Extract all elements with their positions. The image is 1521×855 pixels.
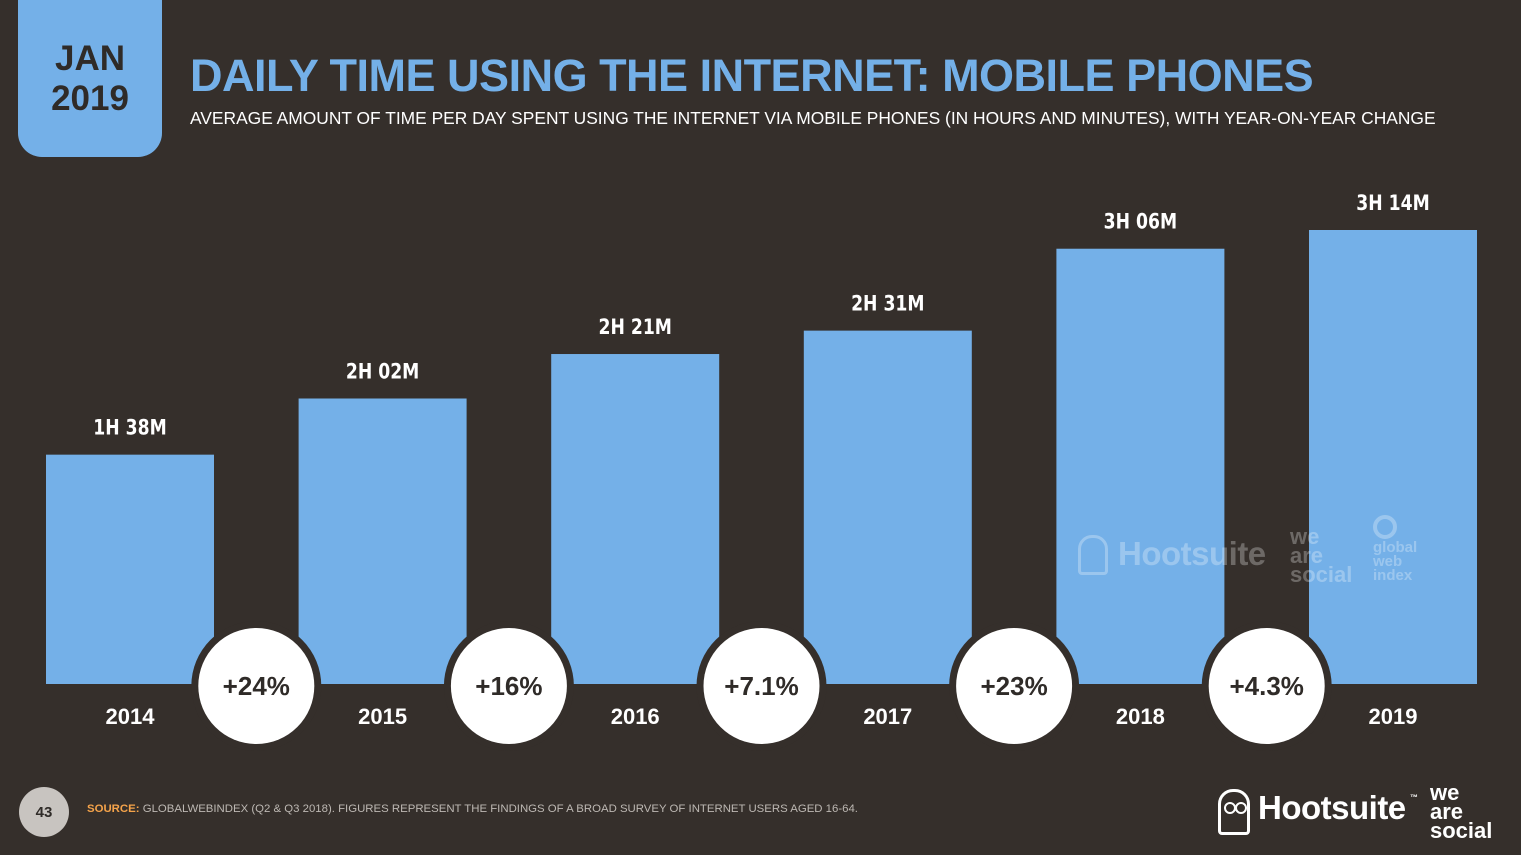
category-label: 2015 (358, 704, 407, 729)
change-bubble (450, 628, 567, 744)
page-number: 43 (19, 787, 69, 837)
footer-hootsuite: Hootsuite (1258, 789, 1406, 826)
change-bubble (198, 628, 315, 744)
change-label: +24% (223, 671, 290, 701)
page-subtitle: AVERAGE AMOUNT OF TIME PER DAY SPENT USI… (190, 108, 1436, 128)
category-label: 2018 (1116, 704, 1165, 729)
source-text: GLOBALWEBINDEX (Q2 & Q3 2018). FIGURES R… (142, 803, 858, 815)
footer-logos: Hootsuite ™ we are social (1218, 780, 1508, 843)
globalwebindex-logo-icon (1373, 515, 1397, 539)
date-badge: JAN 2019 (18, 0, 162, 157)
date-year: 2019 (51, 78, 129, 118)
watermark: Hootsuite we are social global web index (1078, 515, 1448, 595)
hootsuite-owl-icon (1218, 789, 1250, 835)
watermark-we-are-social: we are social (1290, 524, 1353, 587)
category-label: 2017 (863, 704, 912, 729)
value-label: 2H 21M (598, 314, 671, 339)
bar (1056, 248, 1225, 684)
source-label: SOURCE: (87, 803, 140, 815)
change-label: +16% (475, 671, 542, 701)
bar (551, 354, 720, 684)
category-label: 2016 (611, 704, 660, 729)
category-label: 2019 (1369, 704, 1418, 729)
change-bubble (703, 628, 820, 744)
source-note: SOURCE: GLOBALWEBINDEX (Q2 & Q3 2018). F… (87, 803, 858, 815)
footer-we-are-social: we are social (1430, 780, 1493, 843)
value-label: 2H 02M (346, 359, 419, 384)
watermark-hootsuite: Hootsuite (1118, 535, 1266, 572)
value-label: 2H 31M (851, 291, 924, 316)
value-label: 3H 06M (1104, 209, 1177, 234)
date-month: JAN (54, 38, 126, 78)
change-label: +23% (980, 671, 1047, 701)
bar (803, 330, 972, 684)
change-bubble (956, 628, 1073, 744)
hootsuite-owl-icon (1078, 535, 1108, 575)
page-title: DAILY TIME USING THE INTERNET: MOBILE PH… (190, 50, 1314, 101)
change-label: +7.1% (724, 671, 798, 701)
trademark-symbol: ™ (1410, 793, 1418, 802)
change-label: +4.3% (1229, 671, 1303, 701)
category-label: 2014 (106, 704, 156, 729)
bar (1309, 230, 1477, 684)
change-bubble (1208, 628, 1325, 744)
bar (298, 398, 467, 684)
bar (46, 454, 214, 684)
value-label: 3H 14M (1356, 190, 1429, 215)
bar-chart: 1H 38M 2014 2H 02M 2015 2H 21M 2016 2H 31M 2017… (46, 190, 1477, 744)
watermark-global-web-index: global web index (1373, 515, 1417, 583)
value-label: 1H 38M (93, 415, 166, 440)
